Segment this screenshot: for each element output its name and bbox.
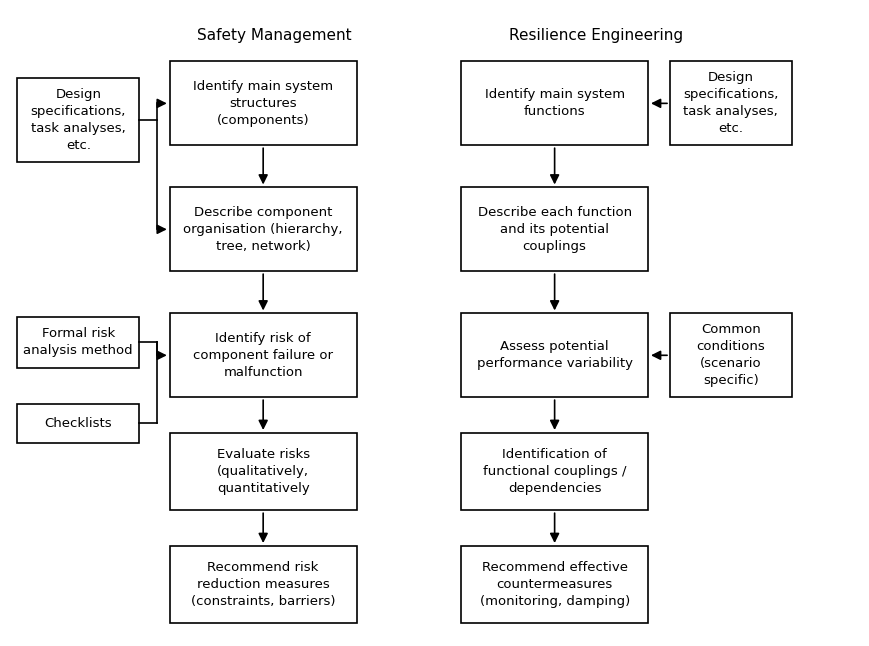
Bar (169, 61, 356, 145)
Text: Recommend effective
countermeasures
(monitoring, damping): Recommend effective countermeasures (mon… (479, 561, 629, 608)
Bar (169, 546, 356, 623)
Text: Recommend risk
reduction measures
(constraints, barriers): Recommend risk reduction measures (const… (190, 561, 335, 608)
Text: Identification of
functional couplings /
dependencies: Identification of functional couplings /… (482, 448, 626, 495)
Bar (461, 546, 647, 623)
Text: Checklists: Checklists (44, 417, 112, 430)
Bar (461, 313, 647, 397)
Bar (17, 317, 139, 368)
Text: Resilience Engineering: Resilience Engineering (508, 28, 682, 43)
Text: Describe each function
and its potential
couplings: Describe each function and its potential… (477, 206, 631, 253)
Text: Safety Management: Safety Management (196, 28, 351, 43)
Bar (17, 78, 139, 162)
Bar (17, 404, 139, 443)
Bar (461, 61, 647, 145)
Text: Design
specifications,
task analyses,
etc.: Design specifications, task analyses, et… (682, 71, 778, 136)
Text: Formal risk
analysis method: Formal risk analysis method (23, 328, 133, 357)
Text: Evaluate risks
(qualitatively,
quantitatively: Evaluate risks (qualitatively, quantitat… (216, 448, 309, 495)
Text: Common
conditions
(scenario
specific): Common conditions (scenario specific) (695, 323, 765, 388)
Bar (669, 61, 791, 145)
Bar (669, 313, 791, 397)
Text: Identify main system
structures
(components): Identify main system structures (compone… (193, 80, 333, 127)
Text: Design
specifications,
task analyses,
etc.: Design specifications, task analyses, et… (30, 87, 126, 152)
Text: Identify risk of
component failure or
malfunction: Identify risk of component failure or ma… (193, 332, 333, 379)
Bar (461, 187, 647, 271)
Bar (461, 433, 647, 510)
Text: Identify main system
functions: Identify main system functions (484, 89, 624, 118)
Bar (169, 187, 356, 271)
Text: Assess potential
performance variability: Assess potential performance variability (476, 340, 632, 370)
Bar (169, 313, 356, 397)
Bar (169, 433, 356, 510)
Text: Describe component
organisation (hierarchy,
tree, network): Describe component organisation (hierarc… (183, 206, 342, 253)
